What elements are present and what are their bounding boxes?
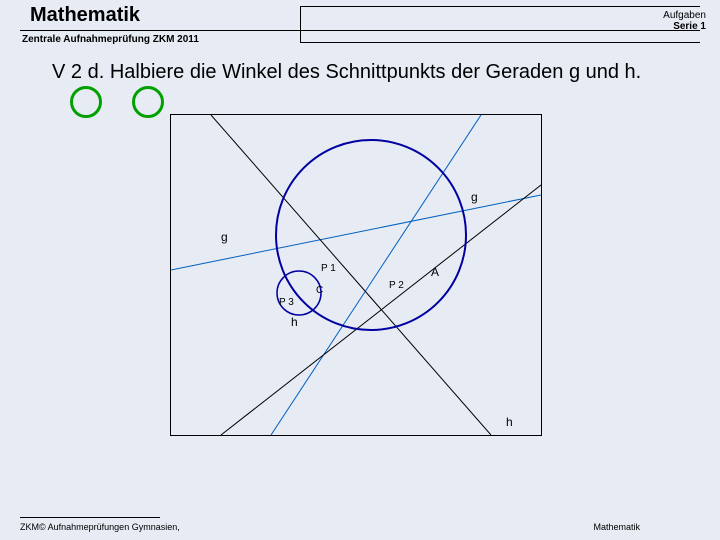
footer-right: Mathematik xyxy=(593,522,640,532)
label-c: C xyxy=(316,285,323,296)
label-g-right: g xyxy=(471,190,478,204)
footer-left: ZKM© Aufnahmeprüfungen Gymnasien, xyxy=(20,522,180,532)
page-title: Mathematik xyxy=(30,4,140,27)
marker-circle-h xyxy=(132,86,164,118)
main-circle xyxy=(276,140,466,330)
label-p1: P 1 xyxy=(321,263,336,274)
small-circle xyxy=(277,271,321,315)
title-rule xyxy=(20,30,700,31)
series-label: Aufgaben Serie 1 xyxy=(663,10,706,32)
bisector-2 xyxy=(221,185,541,435)
header-box-bottom xyxy=(300,42,700,43)
header-box-top xyxy=(300,6,700,7)
label-a: A xyxy=(431,265,439,279)
serie-text: Serie 1 xyxy=(673,21,706,32)
page-subtitle: Zentrale Aufnahmeprüfung ZKM 2011 xyxy=(22,34,199,45)
geometry-figure xyxy=(171,115,541,435)
marker-circle-g xyxy=(70,86,102,118)
header-box-left xyxy=(300,6,301,42)
task-text: V 2 d. Halbiere die Winkel des Schnittpu… xyxy=(52,60,672,84)
label-h-bottom: h xyxy=(506,415,513,429)
label-h-top: h xyxy=(291,315,298,329)
label-p3: P 3 xyxy=(279,297,294,308)
figure-container: g g h h P 1 P 2 P 3 A C xyxy=(170,114,542,436)
label-p2: P 2 xyxy=(389,280,404,291)
footer-rule xyxy=(20,517,160,518)
label-g-left: g xyxy=(221,230,228,244)
aufgaben-text: Aufgaben xyxy=(663,10,706,21)
